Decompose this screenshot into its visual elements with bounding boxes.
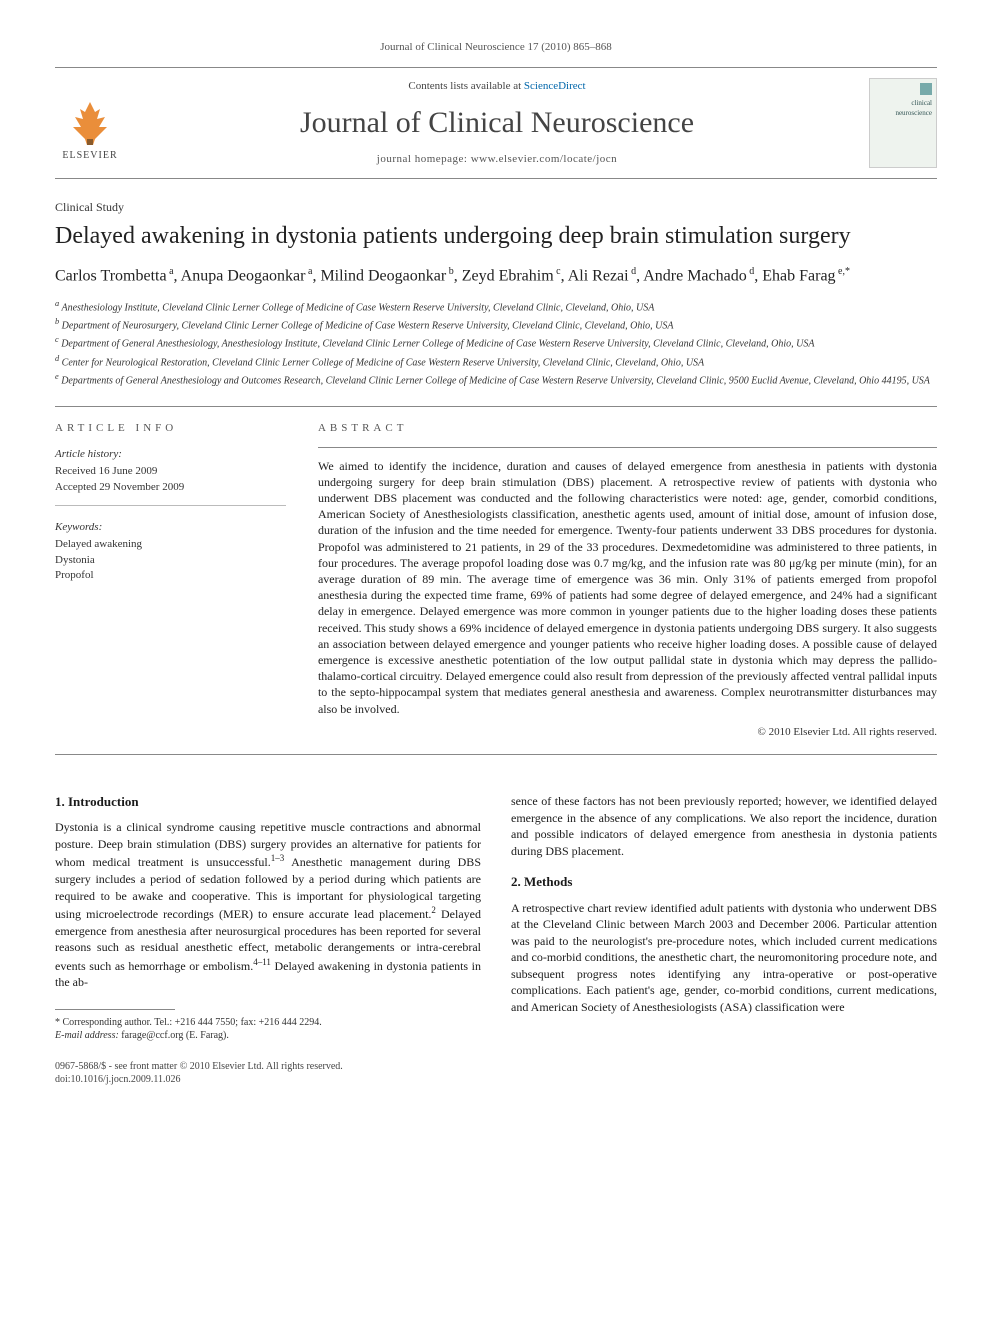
keyword: Delayed awakening — [55, 537, 286, 552]
article-type: Clinical Study — [55, 199, 937, 216]
corr-author-line: * Corresponding author. Tel.: +216 444 7… — [55, 1016, 481, 1029]
keyword: Propofol — [55, 568, 286, 583]
affiliations: a Anesthesiology Institute, Cleveland Cl… — [55, 298, 937, 389]
article-info-column: ARTICLE INFO Article history: Received 1… — [55, 407, 302, 754]
sciencedirect-link[interactable]: ScienceDirect — [524, 80, 586, 92]
homepage-prefix: journal homepage: — [377, 153, 471, 165]
corr-email[interactable]: farage@ccf.org — [121, 1030, 183, 1041]
masthead: ELSEVIER Contents lists available at Sci… — [55, 67, 937, 179]
author-list: Carlos Trombetta a, Anupa Deogaonkar a, … — [55, 265, 937, 288]
corr-email-name: (E. Farag). — [186, 1030, 229, 1041]
article-title: Delayed awakening in dystonia patients u… — [55, 222, 937, 251]
keyword: Dystonia — [55, 553, 286, 568]
history-label: Article history: — [55, 447, 286, 462]
introduction-heading: 1. Introduction — [55, 793, 481, 811]
methods-heading: 2. Methods — [511, 873, 937, 891]
publisher-name: ELSEVIER — [62, 149, 117, 163]
abstract-rule — [318, 447, 937, 448]
abstract-label: ABSTRACT — [318, 421, 937, 436]
journal-cover-thumb: clinical neuroscience — [869, 78, 937, 168]
accepted-date: Accepted 29 November 2009 — [55, 480, 286, 495]
publisher-logo: ELSEVIER — [55, 83, 125, 163]
contents-available: Contents lists available at ScienceDirec… — [125, 79, 869, 94]
body-column-left: 1. Introduction Dystonia is a clinical s… — [55, 779, 481, 1086]
footer-front-matter: 0967-5868/$ - see front matter © 2010 El… — [55, 1060, 481, 1073]
corresponding-author-footnote: * Corresponding author. Tel.: +216 444 7… — [55, 1016, 481, 1042]
elsevier-tree-icon — [65, 97, 115, 147]
article-info-label: ARTICLE INFO — [55, 421, 286, 436]
affiliation: e Departments of General Anesthesiology … — [55, 371, 937, 388]
affiliation: a Anesthesiology Institute, Cleveland Cl… — [55, 298, 937, 315]
page-footer: 0967-5868/$ - see front matter © 2010 El… — [55, 1060, 481, 1086]
received-date: Received 16 June 2009 — [55, 464, 286, 479]
cover-label: clinical neuroscience — [874, 99, 932, 119]
introduction-text: Dystonia is a clinical syndrome causing … — [55, 819, 481, 990]
journal-homepage: journal homepage: www.elsevier.com/locat… — [125, 152, 869, 167]
body-columns: 1. Introduction Dystonia is a clinical s… — [55, 779, 937, 1086]
info-abstract-row: ARTICLE INFO Article history: Received 1… — [55, 406, 937, 755]
body-column-right: sence of these factors has not been prev… — [511, 779, 937, 1086]
journal-name: Journal of Clinical Neuroscience — [125, 102, 869, 144]
contents-prefix: Contents lists available at — [408, 80, 523, 92]
abstract-copyright: © 2010 Elsevier Ltd. All rights reserved… — [318, 725, 937, 740]
keywords-label: Keywords: — [55, 520, 286, 535]
abstract-text: We aimed to identify the incidence, dura… — [318, 458, 937, 717]
methods-text: A retrospective chart review identified … — [511, 900, 937, 1016]
abstract-column: ABSTRACT We aimed to identify the incide… — [302, 407, 937, 754]
running-head: Journal of Clinical Neuroscience 17 (201… — [55, 40, 937, 55]
article-history: Article history: Received 16 June 2009 A… — [55, 447, 286, 506]
affiliation: c Department of General Anesthesiology, … — [55, 334, 937, 351]
affiliation: d Center for Neurological Restoration, C… — [55, 353, 937, 370]
keywords-block: Keywords: Delayed awakening Dystonia Pro… — [55, 520, 286, 584]
email-label: E-mail address: — [55, 1030, 119, 1041]
footer-doi: doi:10.1016/j.jocn.2009.11.026 — [55, 1073, 481, 1086]
masthead-center: Contents lists available at ScienceDirec… — [125, 79, 869, 168]
affiliation: b Department of Neurosurgery, Cleveland … — [55, 316, 937, 333]
intro-continuation: sence of these factors has not been prev… — [511, 793, 937, 859]
homepage-url[interactable]: www.elsevier.com/locate/jocn — [471, 153, 617, 165]
footnote-separator — [55, 1009, 175, 1010]
